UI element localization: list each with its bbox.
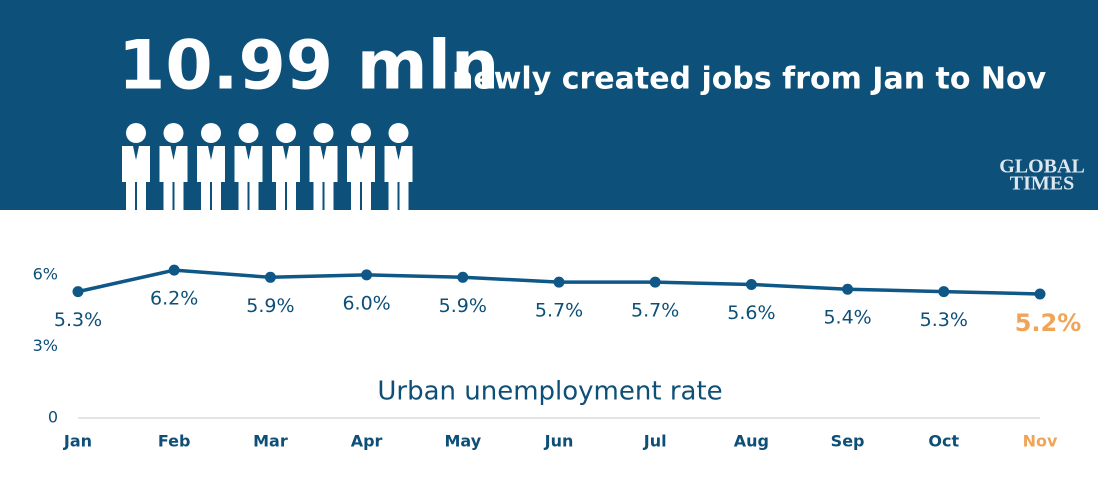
x-tick-label: Mar [253,432,288,451]
x-tick-label: Feb [158,432,191,451]
x-tick-label: Jul [643,432,667,451]
data-point [168,264,180,276]
x-tick-label: Jun [544,432,574,451]
headline-number: 10.99 mln [118,27,499,106]
data-point [457,271,469,283]
person-body [197,146,225,210]
person-tie [395,146,402,160]
x-tick-label: Aug [734,432,769,451]
chart-background [0,210,1098,499]
person-head [313,123,334,143]
x-tick-label: Nov [1023,432,1058,451]
data-point [1034,288,1046,300]
people-icons [122,123,413,210]
data-label: 6.0% [342,292,390,314]
person-head [351,123,371,143]
person-tie [170,146,177,160]
data-label: 5.6% [727,302,775,324]
data-label: 5.9% [246,295,294,317]
logo-line: TIMES [1010,173,1074,195]
person-tie [358,146,364,160]
x-tick-label: Jan [63,432,92,451]
y-tick-label: 6% [33,264,58,283]
logo-line: GLOBAL [999,156,1085,178]
person-head [238,123,259,143]
data-point [842,283,854,295]
person-head [276,123,296,143]
y-tick-label: 3% [33,336,58,355]
x-tick-label: Oct [928,432,959,451]
y-tick-label: 0 [48,408,58,427]
person-head [201,123,221,143]
data-label: 5.9% [439,295,487,317]
person-body [122,146,150,210]
data-point [264,271,276,283]
person-tie [208,146,214,160]
data-label: 5.3% [920,309,968,331]
person-tie [133,146,139,160]
chart-title: Urban unemployment rate [377,377,722,407]
person-head [126,123,146,143]
person-head [388,123,409,143]
x-tick-label: Apr [351,432,383,451]
headline-text: newly created jobs from Jan to Nov [452,62,1047,97]
data-label: 5.7% [535,300,583,322]
data-point [72,286,84,298]
person-body [309,146,338,210]
x-tick-label: Sep [831,432,865,451]
person-head [163,123,184,143]
data-label: 5.7% [631,300,679,322]
data-label: 6.2% [150,288,198,310]
person-tie [320,146,327,160]
data-point [938,286,950,298]
person-tie [283,146,289,160]
data-point [553,276,565,288]
data-label: 5.3% [54,309,102,331]
person-body [272,146,300,210]
person-tie [245,146,252,160]
person-body [159,146,188,210]
data-point [361,269,373,281]
data-label: 5.2% [1015,309,1082,337]
person-body [234,146,263,210]
person-body [384,146,413,210]
x-tick-label: May [444,432,481,451]
person-body [347,146,375,210]
data-point [649,276,661,288]
data-label: 5.4% [823,307,871,329]
data-point [745,278,757,290]
